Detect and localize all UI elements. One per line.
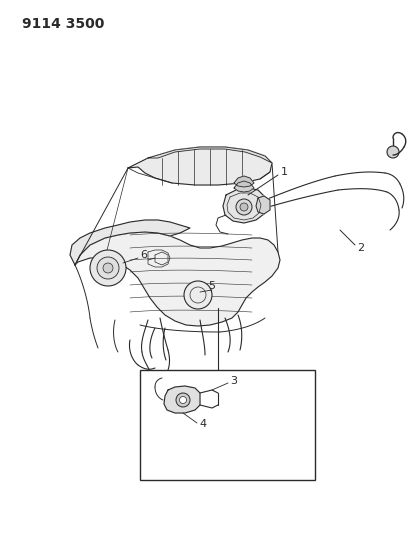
Circle shape: [97, 257, 119, 279]
Polygon shape: [234, 176, 254, 187]
Circle shape: [240, 203, 248, 211]
Polygon shape: [234, 181, 254, 192]
Circle shape: [90, 250, 126, 286]
Polygon shape: [148, 147, 272, 163]
Circle shape: [387, 146, 399, 158]
Text: 9114 3500: 9114 3500: [22, 17, 104, 31]
Circle shape: [103, 263, 113, 273]
Polygon shape: [128, 147, 272, 185]
Polygon shape: [164, 386, 200, 413]
Polygon shape: [223, 188, 266, 223]
Circle shape: [176, 393, 190, 407]
Text: 5: 5: [208, 281, 215, 291]
Bar: [140, 370, 315, 480]
Polygon shape: [256, 196, 270, 214]
Circle shape: [180, 397, 187, 403]
Polygon shape: [70, 220, 190, 265]
Text: 4: 4: [199, 419, 206, 429]
Text: 2: 2: [357, 243, 364, 253]
Text: 3: 3: [230, 376, 237, 386]
Circle shape: [184, 281, 212, 309]
Text: 6: 6: [140, 250, 147, 260]
Circle shape: [236, 199, 252, 215]
Text: 1: 1: [281, 167, 288, 177]
Polygon shape: [75, 232, 280, 326]
